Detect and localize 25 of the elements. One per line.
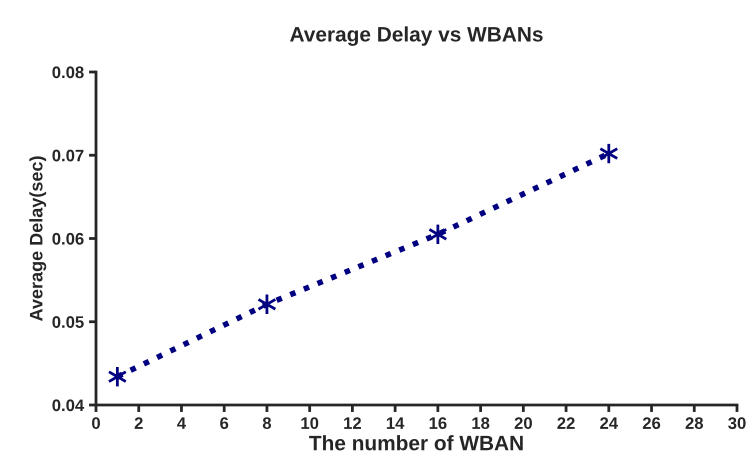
x-tick-label: 6 [220, 417, 228, 430]
y-tick-label: 0.08 [52, 66, 84, 78]
x-tick-label: 2 [134, 417, 143, 429]
point [257, 293, 277, 316]
x-tick-label: 26 [642, 417, 660, 430]
x-tick-label: 8 [262, 417, 272, 430]
x-tick-label: 12 [344, 417, 362, 429]
y-tick-label: 0.05 [52, 316, 84, 328]
x-tick-label: 10 [301, 417, 318, 430]
y-tick-label: 0.06 [52, 232, 84, 245]
x-tick-label: 14 [386, 417, 404, 429]
x-tick-label: 24 [600, 417, 618, 429]
x-tick-label: 22 [557, 417, 575, 429]
x-axis-title: The number of WBAN [309, 435, 523, 450]
x-tick-label: 30 [728, 417, 746, 430]
x-tick-label: 4 [177, 417, 186, 429]
x-tick-label: 18 [472, 417, 490, 430]
x-tick-label: 16 [430, 417, 447, 430]
y-axis-title: Average Delay(sec) [29, 156, 46, 322]
x-tick-label: 28 [686, 417, 704, 430]
y-tick-label: 0.07 [52, 150, 84, 162]
x-tick-label: 0 [92, 417, 100, 430]
chart-title: Average Delay vs WBANs [290, 26, 543, 46]
y-tick-label: 0.04 [52, 399, 84, 412]
x-tick-label: 20 [514, 417, 532, 430]
